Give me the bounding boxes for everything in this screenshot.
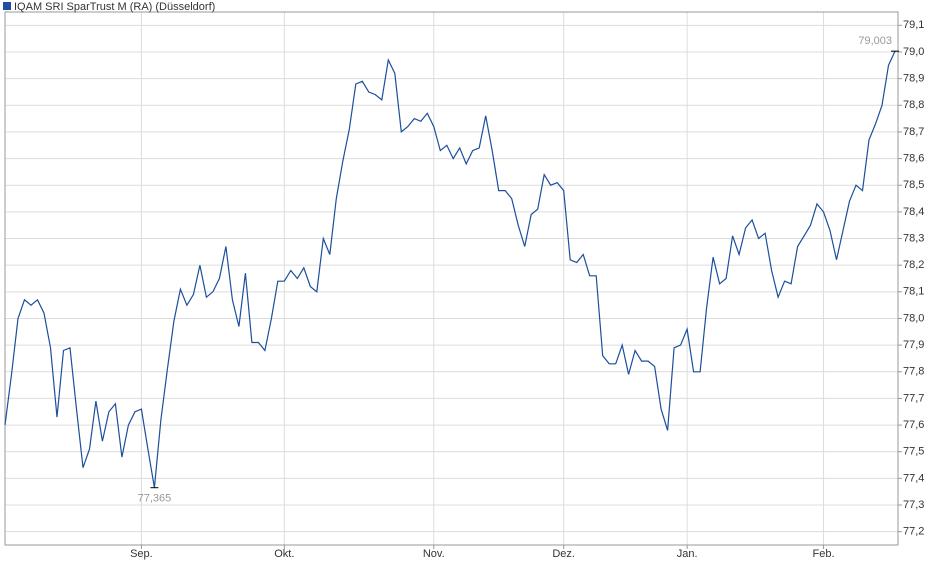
y-tick-label: 77,4: [903, 472, 924, 484]
y-tick-label: 78,8: [903, 99, 924, 111]
legend-label: IQAM SRI SparTrust M (RA) (Düsseldorf): [14, 1, 215, 13]
y-tick-label: 79,0: [903, 46, 924, 58]
y-tick-label: 77,3: [903, 499, 924, 511]
y-tick-label: 78,0: [903, 312, 924, 324]
x-tick-label: Sep.: [130, 548, 153, 560]
y-tick-label: 77,8: [903, 366, 924, 378]
x-tick-label: Okt.: [274, 548, 294, 560]
y-tick-label: 77,2: [903, 526, 924, 538]
y-tick-label: 78,5: [903, 179, 924, 191]
x-tick-label: Jan.: [677, 548, 698, 560]
y-tick-label: 77,6: [903, 419, 924, 431]
y-tick-label: 78,9: [903, 73, 924, 85]
value-label: 77,365: [138, 493, 172, 505]
x-tick-label: Nov.: [423, 548, 445, 560]
value-label: 79,003: [858, 35, 892, 47]
line: [4, 50, 896, 488]
y-tick-label: 79,1: [903, 19, 924, 31]
x-tick-label: Feb.: [813, 548, 835, 560]
y-tick-label: 78,1: [903, 286, 924, 298]
y-tick-label: 78,2: [903, 259, 924, 271]
y-tick-label: 78,4: [903, 206, 924, 218]
plot-frame: [4, 11, 899, 546]
y-tick-label: 77,7: [903, 392, 924, 404]
x-tick-label: Dez.: [552, 548, 575, 560]
y-tick-label: 78,7: [903, 126, 924, 138]
legend-swatch: [3, 2, 11, 10]
y-tick-label: 78,3: [903, 232, 924, 244]
y-tick-label: 77,9: [903, 339, 924, 351]
y-tick-label: 78,6: [903, 152, 924, 164]
y-tick-label: 77,5: [903, 446, 924, 458]
